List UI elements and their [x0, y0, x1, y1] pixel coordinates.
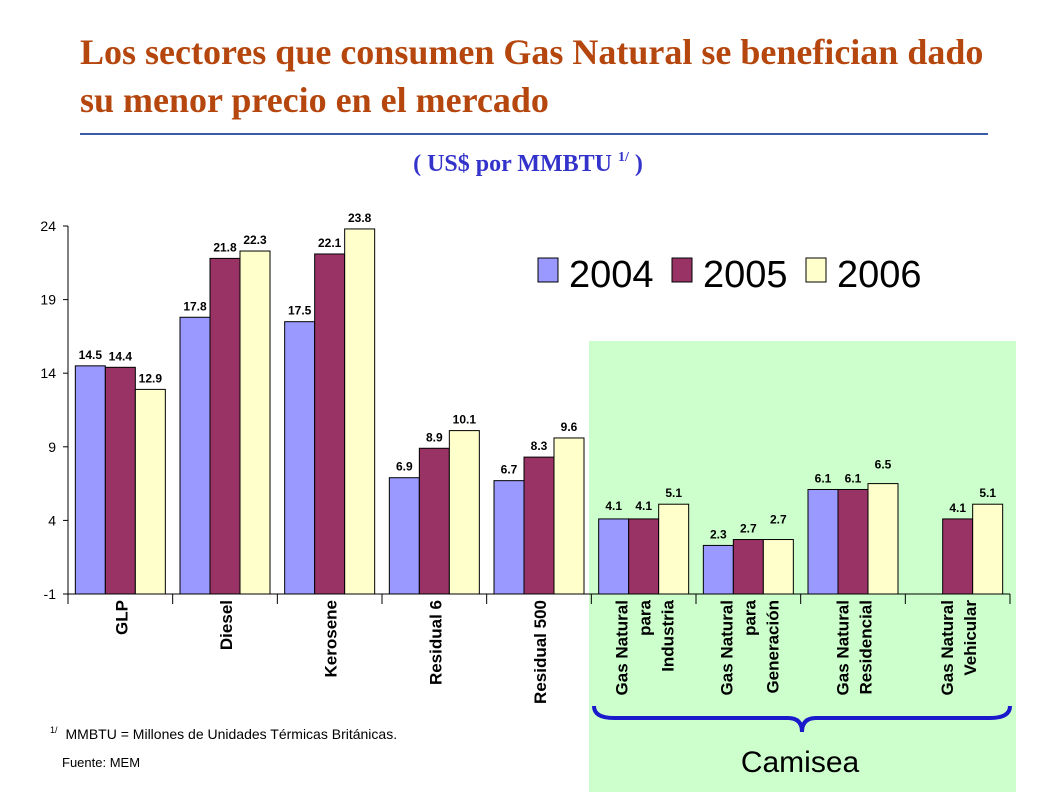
x-category-label: para [740, 599, 759, 635]
legend-box [524, 245, 926, 301]
data-label: 5.1 [665, 486, 682, 500]
subtitle-close: ) [628, 151, 643, 177]
x-category-label: GLP [112, 600, 131, 635]
x-category-label: Diesel [217, 600, 236, 650]
bar-2004 [493, 480, 525, 595]
subtitle-footnote-mark: 1/ [618, 150, 629, 165]
x-category-label: Residual 500 [531, 600, 550, 704]
x-category-label: Kerosene [322, 600, 341, 677]
data-label: 6.1 [815, 471, 832, 485]
y-tick-label: 9 [48, 439, 56, 455]
x-category-label: Gas Natural [717, 600, 736, 695]
data-label: 6.5 [875, 458, 892, 472]
footnote-text: MMBTU = Millones de Unidades Térmicas Br… [65, 726, 398, 742]
x-category-label: Residencial [857, 600, 876, 695]
data-label: 6.7 [501, 463, 518, 477]
bar-2005 [523, 456, 555, 595]
x-category-label: Generación [763, 600, 782, 694]
data-label: 22.3 [243, 233, 267, 247]
bar-2005 [837, 488, 869, 595]
bar-2006 [553, 437, 585, 595]
bar-2004 [807, 488, 839, 595]
bar-2004 [598, 518, 630, 595]
bar-2006 [762, 539, 794, 595]
legend-swatch-2005 [671, 257, 693, 283]
data-label: 21.8 [213, 240, 237, 254]
data-label: 6.9 [396, 460, 413, 474]
bar-2004 [74, 365, 106, 595]
x-category-label: Vehicular [961, 600, 980, 676]
data-label: 4.1 [949, 501, 966, 515]
title-divider [80, 133, 988, 135]
y-tick-label: -1 [44, 586, 57, 602]
bar-2005 [209, 257, 241, 595]
y-tick-label: 4 [48, 512, 56, 528]
bar-2006 [448, 430, 480, 595]
subtitle-text: ( US$ por MMBTU [413, 151, 618, 177]
camisea-bracket [592, 705, 1012, 733]
data-label: 4.1 [605, 499, 622, 513]
bar-2006 [658, 503, 690, 595]
bar-2004 [702, 544, 734, 595]
bar-2005 [104, 366, 136, 595]
x-category-label: Gas Natural [834, 600, 853, 695]
bar-2004 [388, 477, 420, 595]
footnote-mark: 1/ [50, 725, 58, 735]
data-label: 5.1 [979, 486, 996, 500]
bar-2006 [867, 483, 899, 595]
data-label: 12.9 [139, 371, 163, 385]
bar-2005 [628, 518, 660, 595]
bar-2006 [344, 228, 376, 595]
camisea-label: Camisea [741, 746, 860, 779]
legend-label-2004: 2004 [569, 254, 654, 296]
data-label: 8.3 [531, 439, 548, 453]
data-label: 6.1 [845, 471, 862, 485]
legend-swatch-2006 [805, 257, 827, 283]
x-category-label: Industria [659, 599, 678, 671]
bar-2005 [942, 518, 974, 595]
legend-swatch-2004 [537, 257, 559, 283]
bar-2004 [179, 316, 211, 595]
data-label: 8.9 [426, 430, 443, 444]
bar-2005 [314, 253, 346, 595]
data-label: 17.5 [288, 304, 312, 318]
y-tick-label: 24 [40, 218, 56, 234]
bar-2006 [972, 503, 1004, 595]
data-label: 4.1 [635, 499, 652, 513]
legend-label-2005: 2005 [703, 254, 788, 296]
data-label: 14.4 [109, 349, 133, 363]
bar-2006 [134, 388, 166, 595]
data-label: 2.7 [740, 522, 757, 536]
legend-label-2006: 2006 [837, 254, 922, 296]
data-label: 10.1 [453, 413, 477, 427]
x-category-label: Gas Natural [613, 600, 632, 695]
x-category-label: Residual 6 [426, 600, 445, 685]
bar-2005 [418, 447, 450, 595]
data-label: 22.1 [318, 236, 342, 250]
bar-2005 [732, 539, 764, 595]
x-category-label: para [636, 599, 655, 635]
bar-2004 [284, 321, 316, 595]
data-label: 9.6 [561, 420, 578, 434]
bar-2006 [239, 250, 271, 595]
y-tick-label: 14 [40, 365, 56, 381]
chart-subtitle: ( US$ por MMBTU 1/ ) [0, 150, 1056, 178]
data-label: 2.7 [770, 513, 787, 527]
page-title: Los sectores que consumen Gas Natural se… [80, 32, 984, 120]
data-label: 2.3 [710, 527, 727, 541]
data-label: 14.5 [79, 348, 103, 362]
data-label: 17.8 [183, 299, 207, 313]
data-label: 23.8 [348, 211, 372, 225]
footnote: 1/MMBTU = Millones de Unidades Térmicas … [50, 725, 397, 742]
x-category-label: Gas Natural [938, 600, 957, 695]
y-tick-label: 19 [40, 292, 56, 308]
source-note: Fuente: MEM [62, 755, 141, 770]
